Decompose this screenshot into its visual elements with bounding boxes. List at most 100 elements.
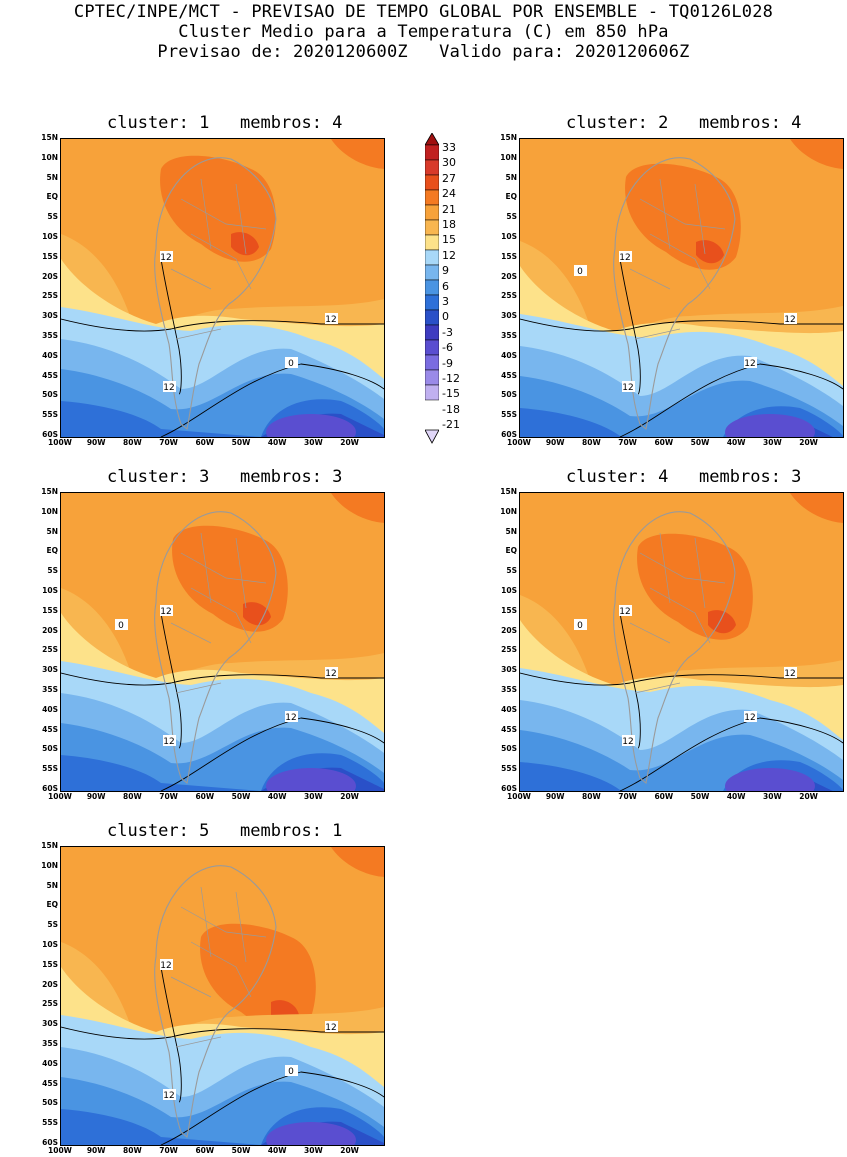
lon-tick-label: 20W [799,792,818,801]
lat-tick-label: 45S [42,1078,58,1088]
lon-tick-label: 80W [123,792,142,801]
country-border [629,622,671,644]
lon-tick-label: 100W [507,792,531,801]
colorbar-label: -9 [442,356,453,370]
lat-tick-label: 55S [42,410,58,420]
lon-tick-label: 70W [159,438,178,447]
contour-label-box [160,959,173,970]
coastline [154,157,277,431]
colorbar-label: 21 [442,202,456,216]
lat-tick-label: 40S [42,704,58,714]
lon-tick-label: 60W [654,792,674,801]
lat-tick-label: 55S [501,410,517,420]
lat-tick-label: 60S [42,430,58,439]
country-border [170,268,212,290]
lat-tick-label: 10S [501,586,517,595]
lon-tick-label: 80W [123,438,142,447]
lat-tick-label: 15N [500,133,517,142]
contour-label-box [744,711,757,722]
lat-tick-label: 60S [42,784,58,793]
warm-blob [790,493,843,523]
lon-tick-label: 100W [48,1146,72,1155]
lon-tick-label: 50W [231,792,251,801]
cold-region [266,1122,356,1145]
header-line2: Cluster Medio para a Temperatura (C) em … [178,22,669,42]
lat-tick-label: 15S [42,959,58,969]
colorbar-swatch [425,294,439,311]
contour-label: 12 [325,669,336,679]
contour-label-box [285,1065,298,1076]
contour-label: 12 [622,737,633,747]
lat-tick-label: 50S [42,390,58,400]
country-border [639,552,726,584]
lon-tick-label: 20W [340,1146,359,1155]
lat-tick-label: 5N [46,526,59,536]
colorbar-swatch [425,369,439,386]
country-border [694,183,706,255]
lon-tick-label: 40W [267,438,287,447]
lat-tick-label: 30S [501,665,517,675]
colorbar-arrow-bottom [425,429,439,444]
coastline [154,511,277,785]
contour-label: 12 [619,607,630,617]
contour-label: 12 [784,669,795,679]
map-cluster-4: 12 12 12 12 0 [519,492,844,792]
lat-tick-label: 25S [42,645,58,655]
lat-tick-label: 10N [41,152,58,162]
contour-label: 12 [784,315,795,325]
country-border [170,976,212,998]
contour-label-box [784,667,797,678]
country-border [694,537,706,609]
lat-tick-label: EQ [46,192,59,202]
lon-tick-label: 40W [267,792,287,801]
country-border [180,198,267,230]
lat-tick-label: 5S [506,212,517,222]
lat-tick-label: 20S [42,625,58,635]
lat-tick-label: 20S [42,271,58,281]
lon-tick-label: 80W [123,1146,142,1155]
coastline [613,511,736,785]
lat-tick-label: 45S [42,370,58,380]
panel-title: cluster: 5 membros: 1 [107,821,343,841]
lat-tick-label: 15N [41,841,58,850]
lat-tick-label: 45S [501,370,517,380]
lon-tick-label: 50W [231,1146,251,1155]
panel-title: cluster: 2 membros: 4 [566,113,802,133]
country-border [629,268,671,290]
colorbar-label: 0 [442,310,449,324]
lat-tick-label: 30S [42,665,58,675]
country-border [180,906,267,938]
lat-tick-label: 25S [501,291,517,301]
lat-tick-label: 50S [501,390,517,400]
contour-label-box [160,605,173,616]
colorbar-label: -3 [442,325,453,339]
coastline [613,157,736,431]
contour-12 [619,258,641,395]
lat-tick-label: 5N [505,526,518,536]
lon-tick-label: 90W [86,1146,106,1155]
lon-tick-label: 70W [618,438,637,447]
lon-tick-label: 80W [582,438,601,447]
map-canvas: 12 12 12 0 [61,139,384,437]
map-canvas: 12 12 12 12 0 [520,139,843,437]
warm-blob [331,847,384,877]
cold-region [266,414,356,437]
colorbar-label: 12 [442,248,456,262]
lat-tick-label: 40S [42,350,58,360]
lon-tick-label: 70W [159,1146,178,1155]
contour-label-box [784,313,797,324]
lon-tick-label: 70W [618,792,637,801]
lon-tick-label: 20W [799,438,818,447]
lat-tick-label: 45S [501,724,517,734]
country-border [649,233,711,290]
warm-region [708,610,736,634]
lon-tick-label: 30W [304,792,323,801]
map-cluster-2: 12 12 12 12 0 [519,138,844,438]
contour-12 [61,672,384,686]
country-border [200,178,212,250]
lat-tick-label: 15S [42,251,58,261]
lon-tick-label: 50W [690,792,710,801]
country-border [639,198,726,230]
lat-tick-label: 10S [42,940,58,949]
colorbar-label: 33 [442,141,456,154]
